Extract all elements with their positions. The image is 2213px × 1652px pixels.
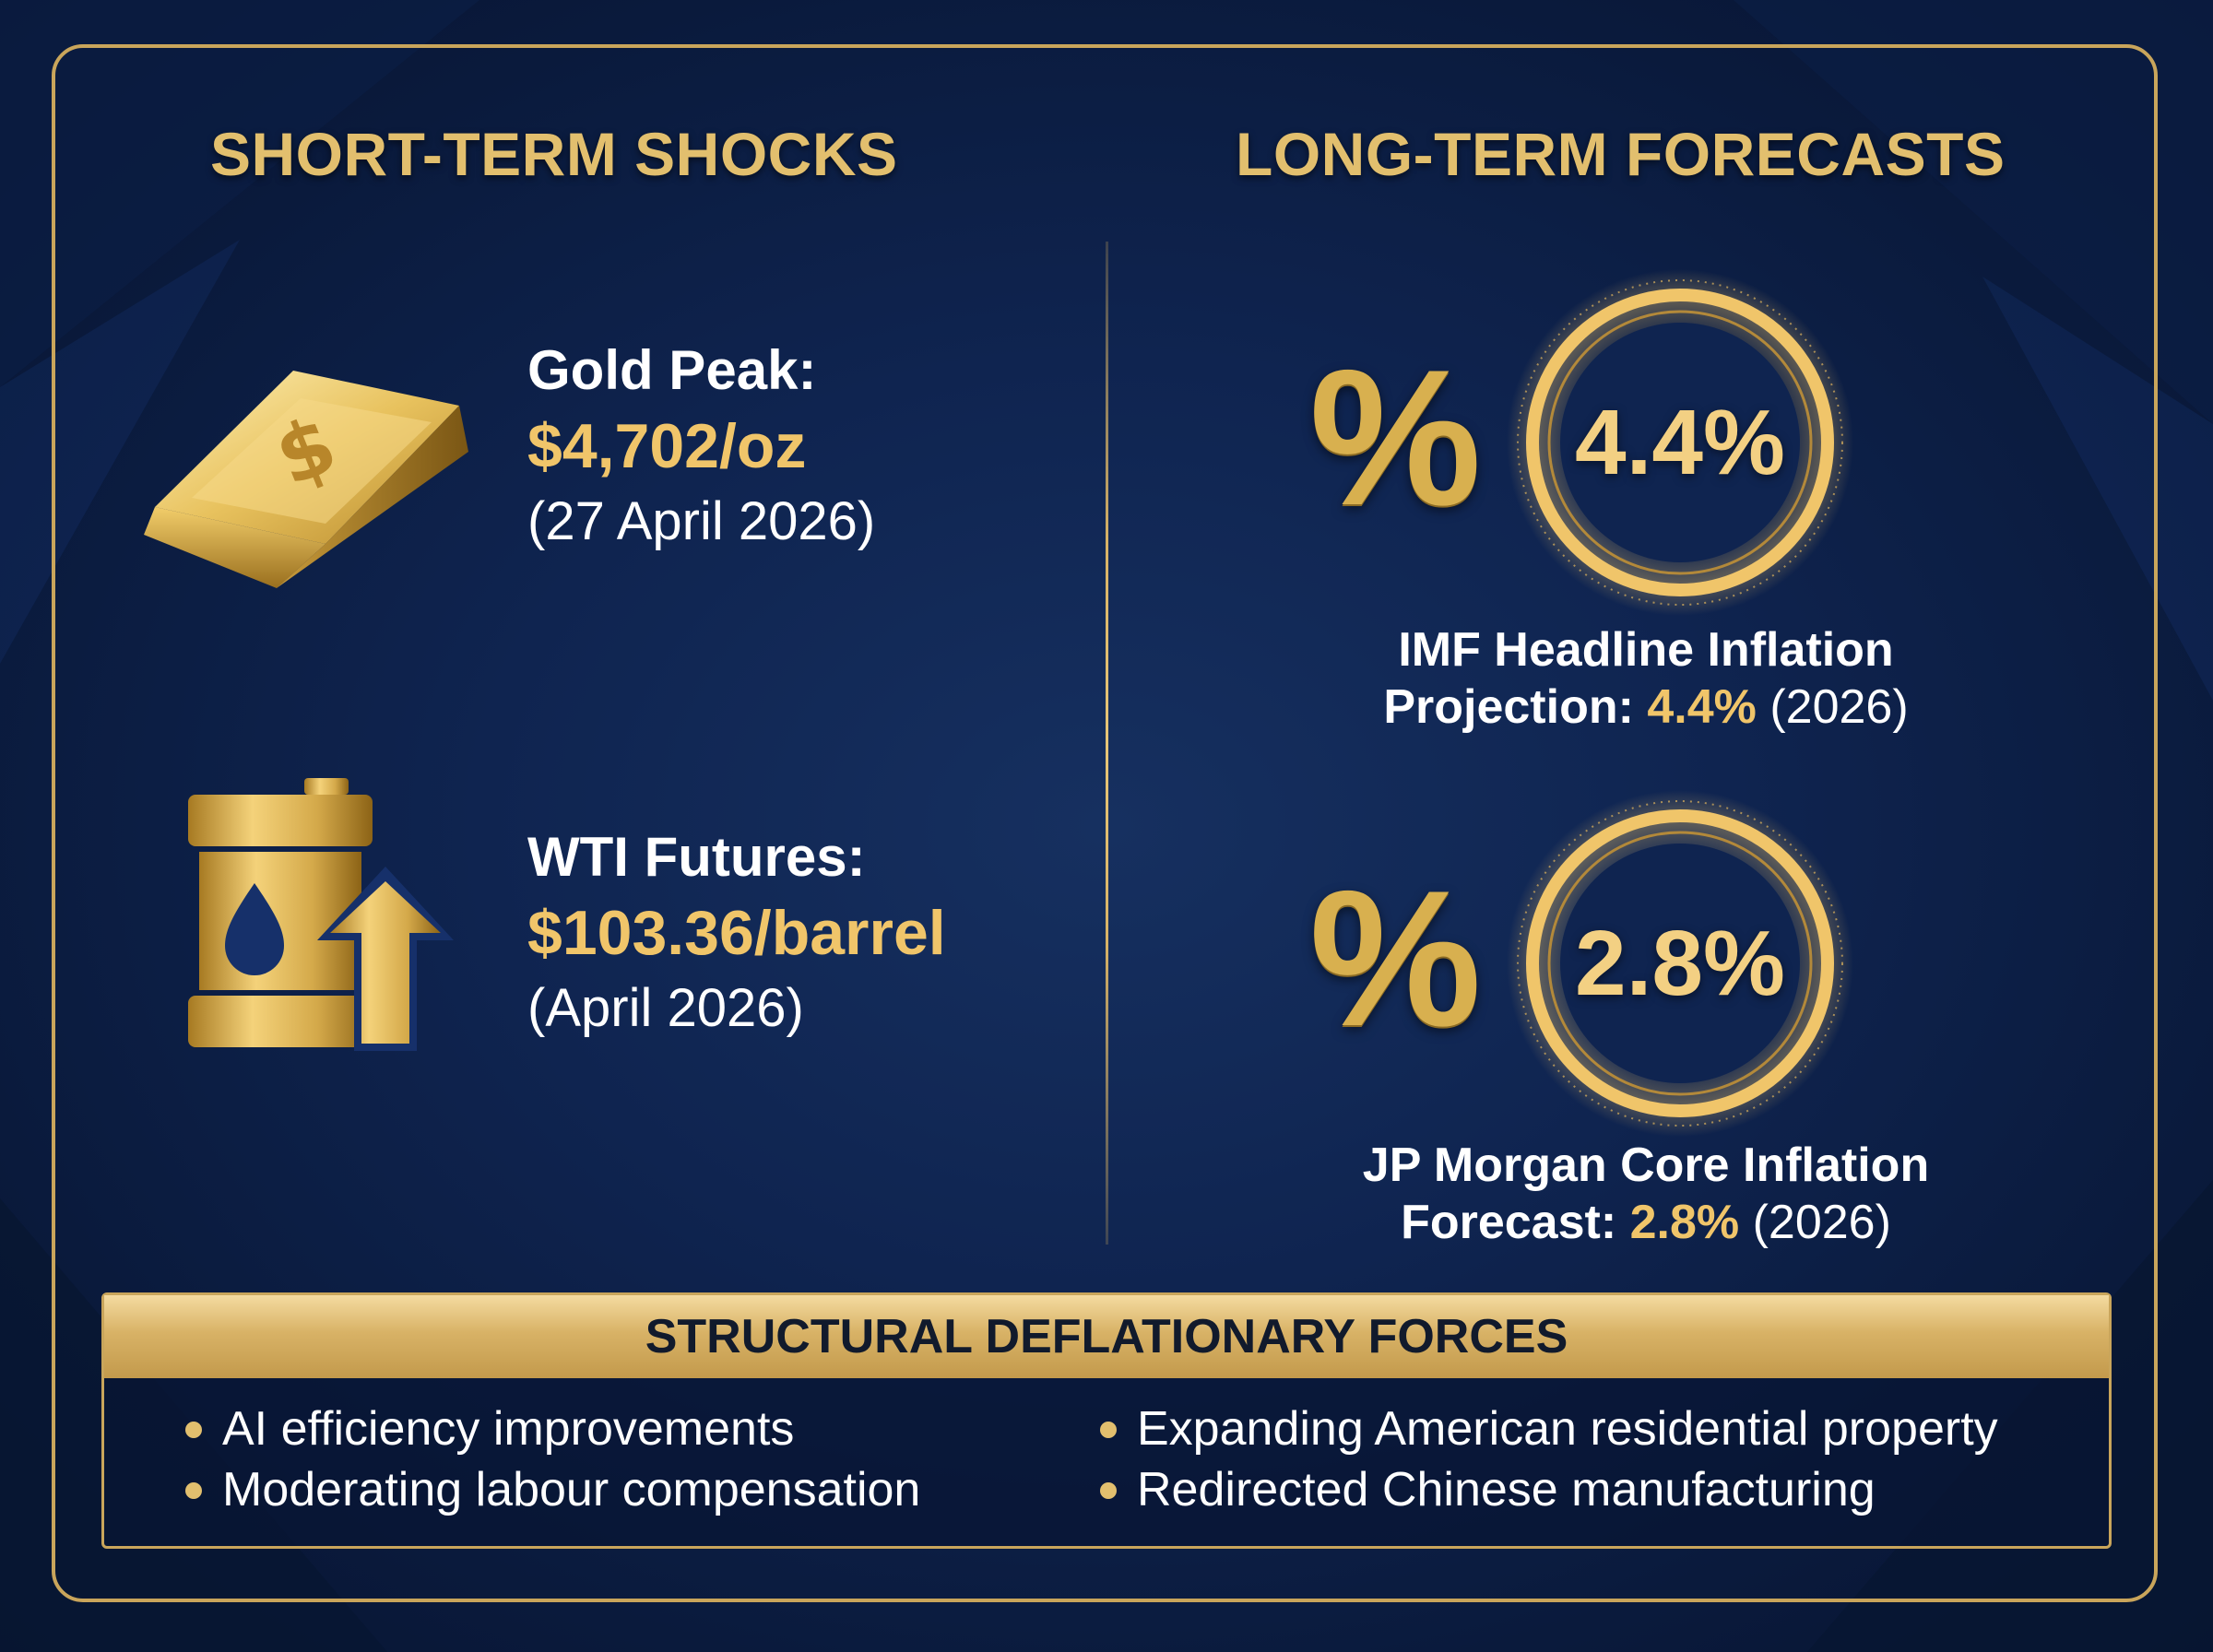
list-item: AI efficiency improvements — [182, 1398, 920, 1459]
jpm-caption-year: (2026) — [1752, 1196, 1891, 1249]
jpm-caption-prefix: Forecast: — [1401, 1196, 1617, 1249]
imf-ring-value: 4.4% — [1575, 391, 1785, 494]
short-term-title: SHORT-TERM SHOCKS — [210, 120, 898, 188]
wti-futures-label: WTI Futures: — [527, 826, 866, 888]
imf-ring-icon — [1507, 269, 1853, 616]
jpm-ring-value: 2.8% — [1575, 912, 1785, 1015]
percent-icon: % — [1309, 329, 1482, 546]
wti-futures-value: $103.36/barrel — [527, 898, 946, 968]
structural-forces-title: STRUCTURAL DEFLATIONARY FORCES — [104, 1295, 2109, 1378]
gold-peak-date: (27 April 2026) — [527, 491, 876, 551]
jpm-caption: JP Morgan Core Inflation Forecast: 2.8% … — [1314, 1137, 1978, 1251]
column-divider — [1106, 242, 1108, 1245]
list-item: Redirected Chinese manufacturing — [1096, 1459, 1998, 1520]
oil-barrel-up-arrow-icon — [188, 778, 454, 1051]
content-frame — [52, 44, 2158, 1602]
imf-caption-year: (2026) — [1769, 680, 1909, 734]
structural-list-left: AI efficiency improvements Moderating la… — [182, 1398, 920, 1520]
gold-peak-stat: Gold Peak: $4,702/oz (27 April 2026) — [527, 334, 875, 559]
long-term-title: LONG-TERM FORECASTS — [1236, 120, 2006, 188]
structural-forces-panel: STRUCTURAL DEFLATIONARY FORCES AI effici… — [101, 1292, 2112, 1549]
imf-caption-line1: IMF Headline Inflation — [1398, 623, 1894, 677]
wti-futures-stat: WTI Futures: $103.36/barrel (April 2026) — [527, 820, 946, 1045]
imf-caption-value: 4.4% — [1647, 680, 1757, 734]
jpm-ring-icon — [1507, 790, 1853, 1137]
wti-futures-date: (April 2026) — [527, 978, 804, 1038]
imf-caption: IMF Headline Inflation Projection: 4.4% … — [1314, 621, 1978, 736]
imf-caption-prefix: Projection: — [1383, 680, 1634, 734]
jpm-caption-line1: JP Morgan Core Inflation — [1362, 1139, 1930, 1192]
list-item: Moderating labour compensation — [182, 1459, 920, 1520]
gold-bar-icon: $ — [144, 371, 468, 588]
percent-icon: % — [1309, 850, 1482, 1067]
gold-peak-value: $4,702/oz — [527, 411, 807, 481]
structural-list-right: Expanding American residential property … — [1096, 1398, 1998, 1520]
list-item: Expanding American residential property — [1096, 1398, 1998, 1459]
jpm-caption-value: 2.8% — [1629, 1196, 1740, 1249]
gold-peak-label: Gold Peak: — [527, 339, 817, 401]
